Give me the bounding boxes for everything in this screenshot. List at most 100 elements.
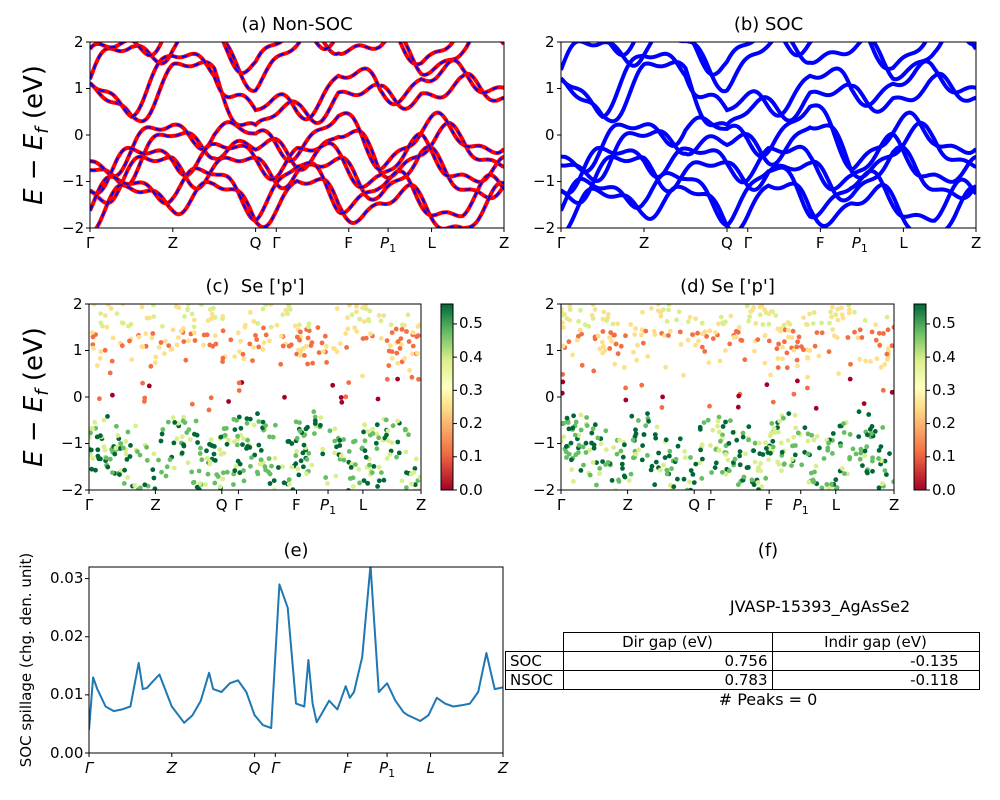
projection-point — [700, 456, 705, 462]
projection-point — [232, 439, 237, 445]
projection-point — [109, 294, 114, 299]
projection-point — [159, 469, 164, 475]
projection-point — [639, 457, 645, 463]
colorbar-tick-label: 0.0 — [459, 480, 483, 499]
projection-point — [282, 394, 287, 400]
projection-point — [203, 482, 208, 487]
projection-point — [737, 453, 742, 459]
projection-point — [199, 304, 204, 307]
projection-point — [662, 333, 667, 338]
projection-point — [256, 442, 262, 448]
projection-point — [757, 304, 763, 310]
projection-point — [181, 414, 187, 420]
projection-point — [758, 461, 763, 466]
projection-point — [702, 329, 708, 335]
projection-point — [752, 348, 757, 354]
projection-point — [142, 495, 147, 500]
projection-point — [114, 423, 119, 429]
projection-point — [294, 351, 300, 357]
projection-point — [201, 332, 207, 338]
projection-point — [612, 361, 618, 367]
x-tick-label: Z — [889, 496, 900, 514]
projection-point — [338, 341, 343, 346]
projection-point — [113, 445, 119, 451]
table-cell-dir: 0.783 — [562, 670, 773, 690]
projection-point — [191, 317, 197, 323]
projection-point — [591, 368, 597, 374]
projection-point — [218, 434, 224, 440]
x-tick-label: Z — [499, 234, 510, 252]
projection-point — [412, 488, 417, 490]
projection-point — [255, 411, 260, 417]
panel-d-title: (d) Se ['p'] — [680, 276, 775, 297]
x-tick-label: Γ — [86, 234, 95, 252]
projection-point — [174, 342, 180, 348]
projection-point — [415, 333, 421, 338]
band-line — [561, 51, 976, 120]
projection-point — [681, 372, 686, 378]
projection-point — [213, 341, 219, 347]
projection-point — [784, 365, 790, 371]
y-tick-label: 0.01 — [50, 685, 84, 704]
projection-point — [184, 430, 190, 435]
projection-point — [151, 451, 157, 457]
projection-point — [117, 472, 122, 477]
projection-point — [869, 431, 874, 436]
projection-point — [386, 348, 392, 354]
projection-point — [255, 321, 261, 326]
projection-point — [600, 329, 606, 334]
projection-point — [576, 442, 582, 448]
projection-point — [726, 441, 732, 446]
band-line-overlay — [90, 133, 504, 195]
x-tick-label: F — [343, 759, 352, 777]
projection-point — [645, 453, 650, 458]
projection-point — [360, 336, 366, 341]
projection-point — [658, 313, 664, 319]
projection-point — [404, 470, 409, 475]
projection-point — [407, 368, 412, 373]
projection-point — [251, 319, 257, 324]
projection-point — [590, 460, 596, 465]
projection-point — [261, 340, 267, 346]
projection-point — [583, 440, 589, 446]
projection-point — [151, 304, 156, 308]
projection-point — [263, 304, 269, 308]
projection-point — [376, 464, 382, 470]
projection-point — [882, 362, 888, 367]
projection-point — [563, 449, 569, 455]
table-cell-indir: -0.135 — [771, 651, 980, 671]
projection-point — [720, 469, 725, 475]
projection-point — [595, 435, 601, 441]
projection-point — [780, 356, 785, 362]
projection-point — [885, 346, 891, 352]
projection-point — [267, 471, 273, 477]
projection-point — [649, 463, 655, 469]
projection-point — [885, 327, 891, 333]
projection-point — [156, 457, 161, 463]
projection-point — [794, 344, 800, 350]
projection-point — [102, 347, 108, 353]
projection-point — [240, 351, 246, 357]
projection-point — [371, 464, 377, 469]
projection-point — [794, 357, 800, 363]
projection-point — [835, 306, 840, 312]
projection-point — [776, 461, 782, 467]
projection-point — [573, 419, 579, 425]
projection-point — [98, 433, 103, 439]
colorbar-tick-label: 0.3 — [459, 380, 483, 399]
projection-point — [270, 434, 276, 440]
tick-label-subscript: 1 — [860, 242, 868, 255]
projection-point — [868, 359, 873, 364]
projection-point — [124, 457, 130, 462]
colorbar-tick-label: 0.0 — [932, 480, 956, 499]
projection-point — [790, 443, 795, 449]
projection-point — [628, 322, 634, 327]
projection-point — [561, 372, 566, 377]
projection-point — [258, 448, 264, 453]
projection-point — [250, 358, 255, 363]
y-tick-label: 0.02 — [50, 627, 84, 646]
projection-point — [105, 464, 111, 470]
projection-point — [312, 418, 318, 424]
projection-point — [305, 335, 311, 341]
y-tick-label: 2 — [73, 294, 83, 313]
